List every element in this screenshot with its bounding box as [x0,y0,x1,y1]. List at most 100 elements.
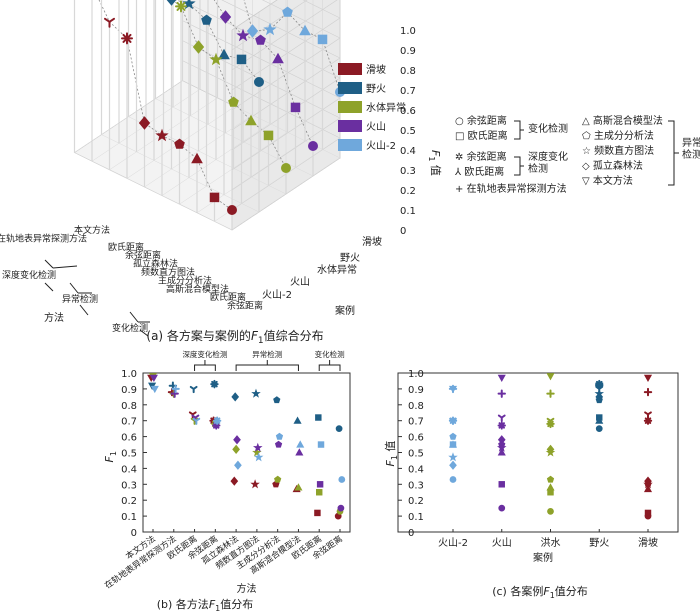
method-tick-label: 频数直方图法 [141,266,195,278]
data-point [497,389,506,398]
y-tick-label: 0.7 [408,417,424,428]
series-3d [73,0,345,230]
gridline [231,0,338,71]
data-point-3d [246,24,259,38]
legend-label: 余弦距离 [466,152,507,163]
case-tick-label: 水体异常 [317,263,357,276]
x-tick-label: 野火 [589,537,609,549]
data-point [448,384,458,394]
legend-label: 主成分分析法 [593,131,654,142]
y-tick-label: 0.2 [408,496,424,507]
data-point [233,435,241,445]
legend-label: 频数直方图法 [594,146,655,157]
case-tick-label: 火山-2 [262,289,292,301]
caption-suffix: 值综合分布 [264,328,324,343]
data-point [316,489,323,496]
data-point [498,440,506,448]
top-group-label: 深度变化检测 [182,349,227,359]
data-point [253,452,264,462]
data-point [192,417,201,425]
data-point [295,448,304,456]
data-point [449,460,457,470]
data-point-3d [255,34,266,45]
data-point [546,389,555,398]
caption-f: F [251,329,259,343]
method-group-label: 异常检测 [62,293,98,305]
z-tick-label: 0.1 [400,206,416,217]
legend-group-deep-1: 深度变化 [528,152,568,163]
data-point [189,385,198,394]
data-point [449,476,457,483]
data-point [449,441,457,448]
data-point-3d [282,6,293,17]
caption-sub: 1 [258,336,264,345]
y-tick-label: 0.3 [121,480,137,491]
caption-sub: 1 [550,591,555,600]
z-tick-label: 0.2 [400,186,416,197]
caption-suffix: 值分布 [555,585,588,598]
data-point [594,388,605,398]
data-point-3d [209,192,220,203]
legend-label: 余弦距离 [466,116,507,127]
data-point [497,414,506,422]
legend-deep-cos: ✲ 余弦距离 [455,152,507,164]
y-axis-label: F1 [103,451,118,462]
data-point-3d [175,0,187,13]
data-point-3d [281,163,291,173]
data-point [230,476,239,486]
series-line [213,0,314,147]
circle-icon: ○ [455,116,464,127]
group-bracket [318,360,341,371]
method-tick-label: 在轨地表异常探测方法 [0,232,87,244]
data-point [546,419,555,429]
data-point-3d [263,130,274,141]
caption-f: F [543,585,550,598]
y-tick-label: 0.9 [408,385,424,396]
data-point [546,475,555,483]
y-tick-label: 0.6 [408,433,424,444]
top-group-label: 异常检测 [252,349,282,359]
data-point [643,374,653,382]
y-tick-label: 0.2 [121,496,137,507]
y-tick-label: 1.0 [408,369,424,380]
y-suffix: 值 [384,441,397,456]
data-point-3d [104,17,115,28]
z-axis-label: F1 值 [427,150,442,176]
data-point [234,460,242,470]
legend-change-cos: ○ 余弦距离 [455,116,507,128]
data-point [643,416,653,425]
gridline [74,152,233,231]
z-tick-label: 0.7 [400,86,416,97]
legend-label: 野火 [366,83,386,95]
x-tick-label: 洪水 [541,537,561,549]
legend-anom-iforest: ◇ 孤立森林法 [582,161,643,173]
data-point [498,481,505,488]
plot-frame [397,372,679,533]
method-group-label: 深度变化检测 [2,269,56,281]
y-tick-label: 0.1 [121,512,137,523]
y-f: F [103,456,116,463]
group-bracket [44,259,78,292]
y-tick-label: 0.6 [121,433,137,444]
legend-label: 孤立森林法 [592,161,643,172]
data-point [274,475,282,483]
data-point [315,414,322,421]
data-point-3d [219,10,232,24]
x-tick-label: 火山 [492,537,512,549]
plot-frame [142,372,351,533]
data-point [546,373,555,381]
y-sub: 1 [109,451,118,456]
plus-icon: + [455,184,464,195]
case-axis-label: 案例 [335,304,355,317]
pentagon-icon: ⬠ [582,131,591,142]
caption-f: F [209,598,216,611]
data-point [497,421,506,430]
y-tick-label: 0.3 [408,480,424,491]
tri-line-icon: ⅄ [455,167,462,178]
asterisk-icon: ✲ [455,152,464,163]
z-tick-label: 0 [400,226,406,237]
y-tick-label: 0.4 [121,464,137,475]
